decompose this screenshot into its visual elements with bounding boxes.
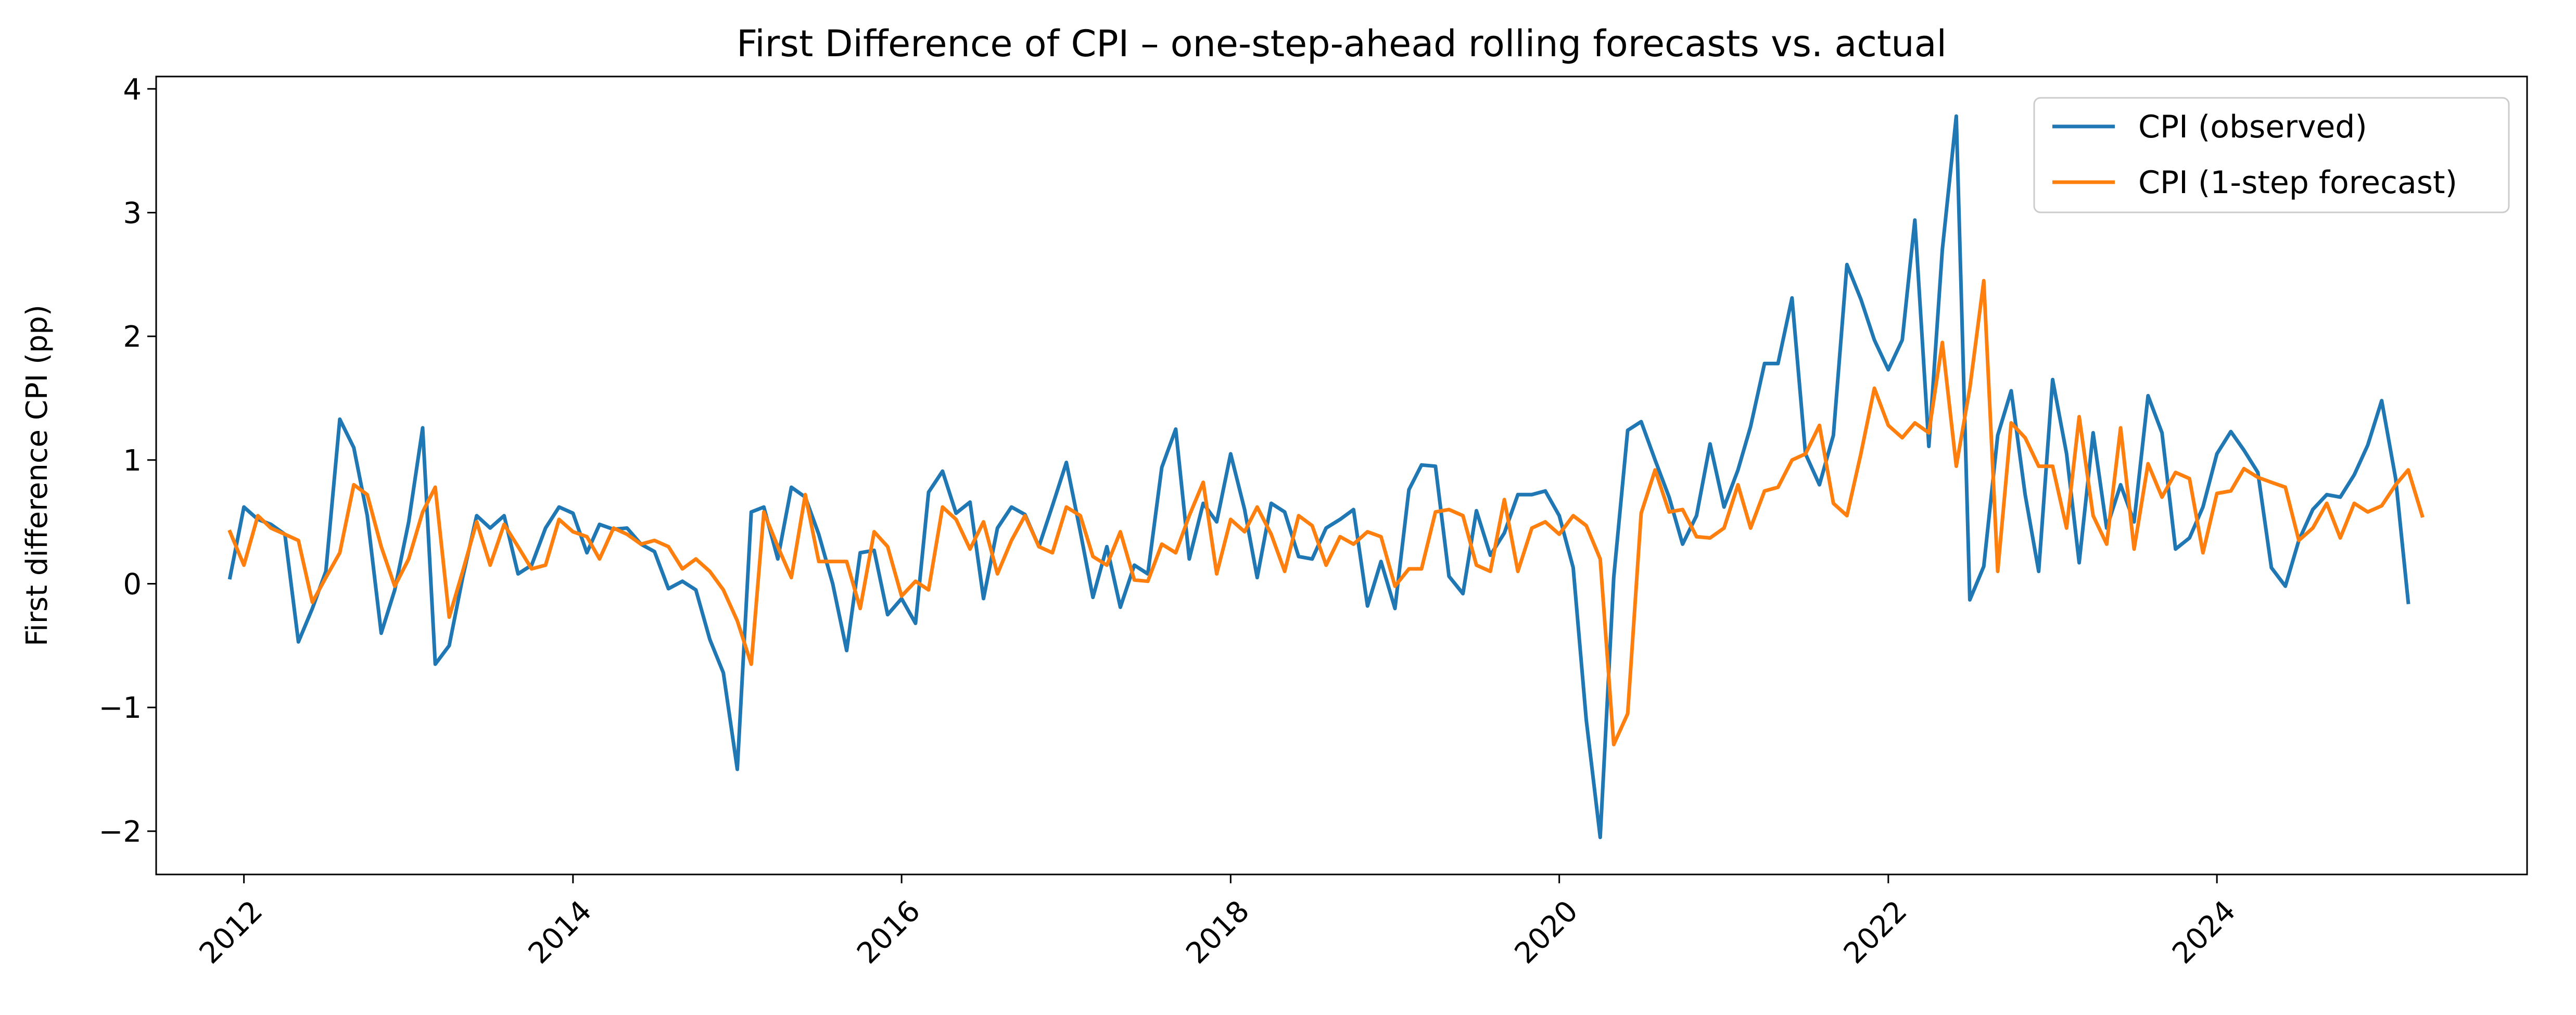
series-line-forecast	[227, 278, 2425, 746]
y-tick-label: 1	[123, 444, 142, 478]
x-tick-label: 2018	[1179, 894, 1256, 971]
x-tick-label: 2022	[1837, 894, 1914, 971]
legend: CPI (observed) CPI (1-step forecast)	[2033, 97, 2510, 213]
x-tick-label: 2012	[193, 894, 270, 971]
plot-frame	[155, 75, 2528, 876]
y-tick-label: −2	[98, 815, 142, 849]
x-tick-label: 2014	[522, 894, 599, 971]
legend-label: CPI (observed)	[2138, 109, 2367, 145]
y-tick-label: 2	[123, 320, 142, 354]
y-axis-label: First difference CPI (pp)	[20, 304, 54, 646]
x-tick-label: 2024	[2166, 894, 2242, 971]
legend-label: CPI (1-step forecast)	[2138, 164, 2457, 201]
x-tick-label: 2020	[1508, 894, 1585, 971]
y-tick-label: 0	[123, 567, 142, 601]
y-tick-label: 4	[123, 73, 142, 107]
chart-title: First Difference of CPI – one-step-ahead…	[737, 22, 1947, 65]
legend-box	[2033, 97, 2510, 213]
y-tick-label: 3	[123, 196, 142, 230]
x-tick-label: 2016	[851, 894, 927, 971]
y-tick-label: −1	[98, 691, 142, 725]
series-line-observed	[227, 114, 2410, 840]
